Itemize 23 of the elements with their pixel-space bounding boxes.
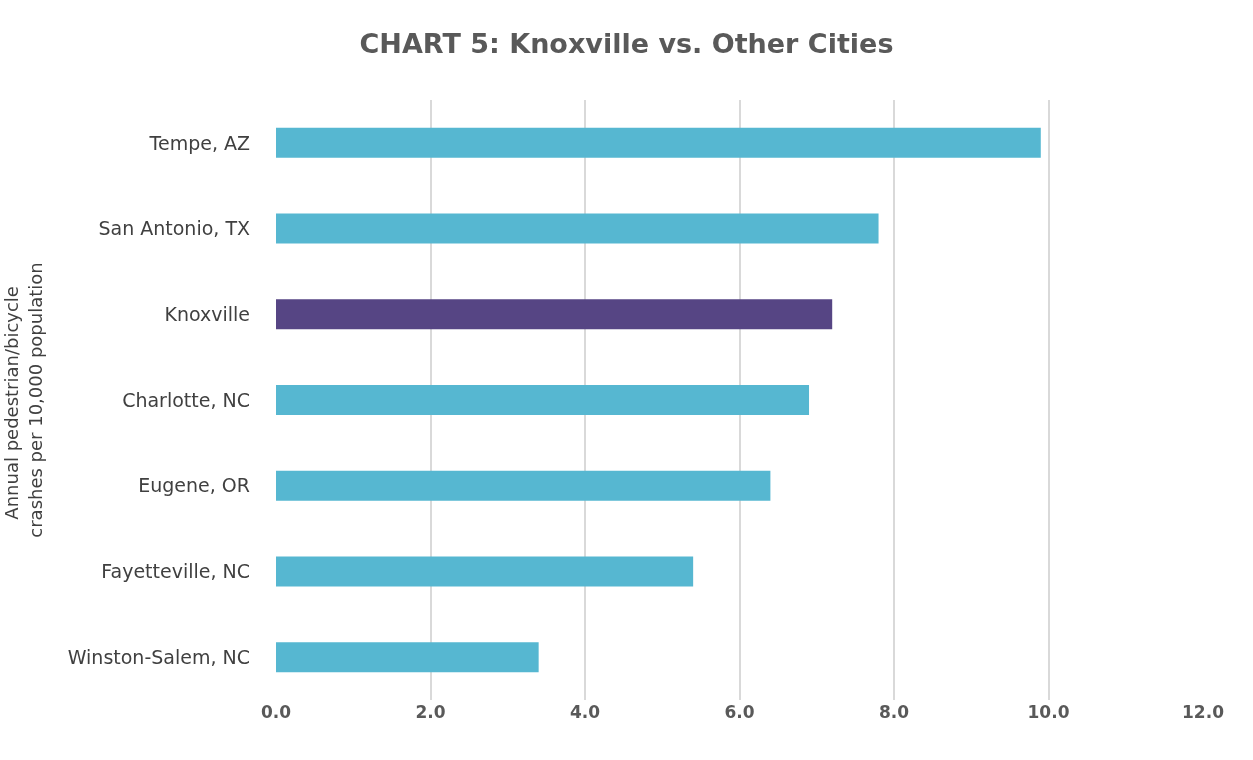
x-tick-label: 4.0 [569, 702, 601, 722]
y-tick-label: Tempe, AZ [148, 131, 250, 154]
bar [276, 470, 771, 501]
x-tick-label: 8.0 [878, 702, 910, 722]
x-tick-label: 6.0 [724, 702, 755, 722]
x-tick-label: 2.0 [415, 702, 446, 722]
x-tick-label: 10.0 [1027, 702, 1070, 722]
chart-title: CHART 5: Knoxville vs. Other Cities [359, 28, 894, 60]
y-tick-label: Charlotte, NC [122, 388, 250, 411]
y-tick-label: Eugene, OR [138, 474, 250, 497]
x-tick-label: 12.0 [1182, 702, 1225, 722]
bar [276, 127, 1041, 158]
y-tick-label: Fayetteville, NC [101, 560, 250, 583]
bar [276, 299, 833, 330]
y-tick-label: Knoxville [164, 302, 250, 325]
bar [276, 385, 810, 415]
y-axis-title: Annual pedestrian/bicycle crashes per 10,000 population [1, 262, 46, 538]
y-tick-label: Winston-Salem, NC [67, 645, 250, 668]
y-tick-label: San Antonio, TX [98, 217, 250, 240]
bar [276, 213, 879, 244]
bar [276, 556, 694, 587]
x-tick-label: 0.0 [260, 702, 292, 722]
bar [276, 642, 539, 673]
